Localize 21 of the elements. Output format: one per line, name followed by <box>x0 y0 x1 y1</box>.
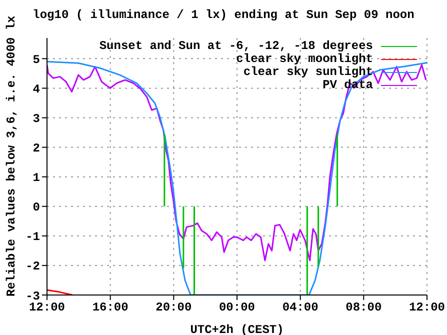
x-tick-label: 00:00 <box>218 300 256 315</box>
y-tick-label: -1 <box>26 230 40 244</box>
x-tick-label: 08:00 <box>346 300 382 315</box>
y-tick-label: 5 <box>32 52 40 67</box>
x-tick-label: 04:00 <box>282 300 318 315</box>
chart-title: log10 ( illuminance / 1 lx) ending at Sun Sep 09 noon <box>32 8 414 22</box>
legend-label: clear sky sunlight <box>243 65 373 79</box>
x-tick-label: 12:00 <box>408 300 446 315</box>
x-tick-label: 20:00 <box>156 300 192 315</box>
y-tick-label: 2 <box>32 142 40 156</box>
legend-label: clear sky moonlight <box>236 52 373 66</box>
y-tick-label: 1 <box>32 171 40 186</box>
y-tick-label: 4 <box>32 82 40 96</box>
y-tick-label: 3 <box>32 112 40 126</box>
y-axis-title: Reliable values below 3,6, i.e. 4000 lx <box>4 16 18 296</box>
y-tick-label: -3 <box>26 289 40 304</box>
x-tick-label: 12:00 <box>28 300 66 315</box>
y-tick-label: -2 <box>26 260 40 274</box>
legend-label: Sunset and Sun at -6, -12, -18 degrees <box>99 39 373 53</box>
x-tick-label: 16:00 <box>92 300 128 315</box>
y-tick-label: 0 <box>32 200 40 215</box>
